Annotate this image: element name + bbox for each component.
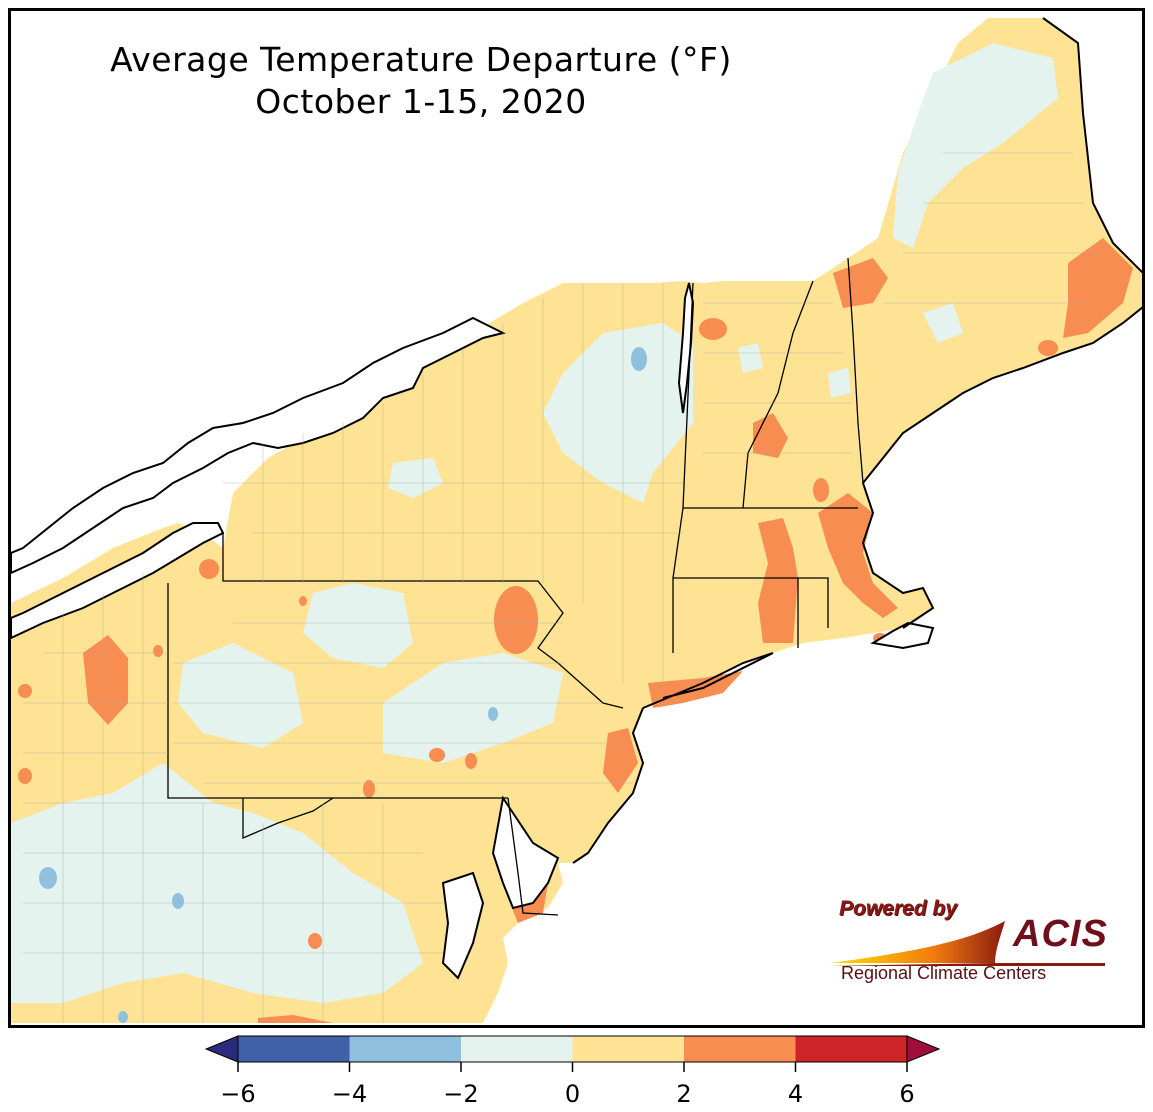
legend-bins xyxy=(204,1035,941,1063)
legend-tick-label-2: −2 xyxy=(443,1080,479,1108)
legend-bin-2 xyxy=(461,1036,573,1062)
legend-bin-3 xyxy=(572,1036,684,1062)
legend-colorbar xyxy=(204,1035,941,1072)
legend-extend-low xyxy=(204,1035,239,1063)
cold-spots xyxy=(39,347,647,1023)
legend-bin-4 xyxy=(684,1036,796,1062)
acis-logo: Powered by ACIS Regional Climate Centers xyxy=(825,895,1115,995)
legend-tick-label-0: −6 xyxy=(220,1080,256,1108)
map-title: Average Temperature Departure (°F) Octob… xyxy=(41,39,801,123)
legend-tick-marks xyxy=(237,1062,908,1072)
legend-tick-label-1: −4 xyxy=(331,1080,368,1108)
water-bodies xyxy=(11,282,935,980)
legend-bin-5 xyxy=(795,1036,907,1062)
legend-bin-1 xyxy=(349,1036,461,1062)
legend-bin-0 xyxy=(238,1036,350,1062)
legend-tick-label-5: 4 xyxy=(787,1080,804,1108)
powered-by-text: Powered by xyxy=(839,897,957,920)
temperature-departure-map xyxy=(11,17,1142,1023)
regional-climate-centers-text: Regional Climate Centers xyxy=(841,963,1047,983)
acis-wordmark: ACIS xyxy=(1013,913,1108,955)
legend-tick-label-3: 0 xyxy=(564,1080,581,1108)
legend-tick-label-4: 2 xyxy=(676,1080,692,1108)
county-lines xyxy=(23,152,1103,1023)
title-line-1: Average Temperature Departure (°F) xyxy=(110,40,732,79)
coastline xyxy=(572,17,1142,864)
acis-swoosh-icon xyxy=(830,921,1105,966)
title-line-2: October 1-15, 2020 xyxy=(255,82,587,121)
legend-tick-label-6: 6 xyxy=(899,1080,915,1108)
legend-extend-high xyxy=(906,1035,941,1063)
map-frame: Average Temperature Departure (°F) Octob… xyxy=(8,8,1145,1028)
state-boundaries xyxy=(167,257,864,916)
